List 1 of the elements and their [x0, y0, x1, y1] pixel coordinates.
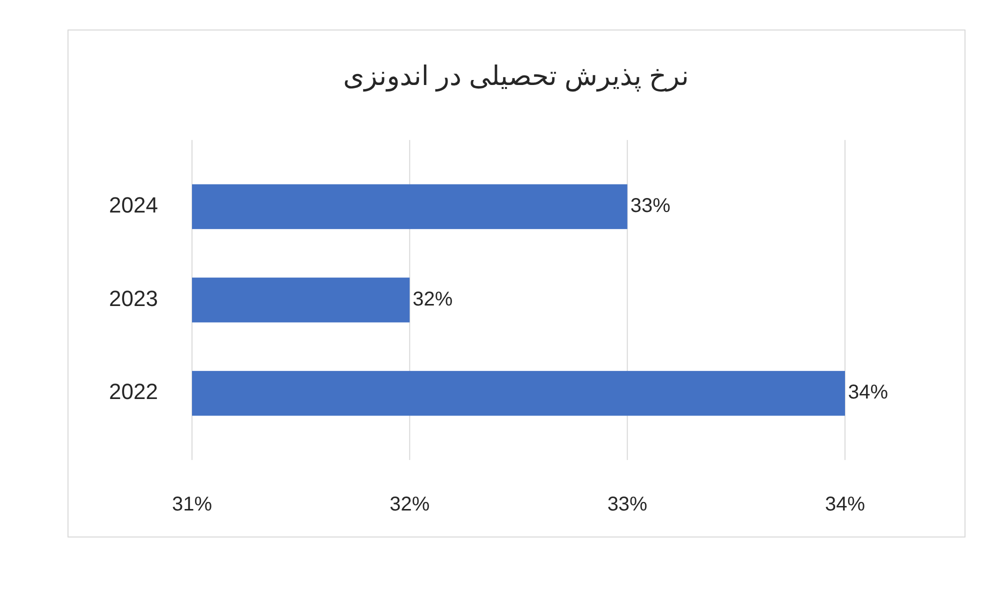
- title: نرخ پذیرش تحصیلی در اندونزی: [343, 61, 689, 92]
